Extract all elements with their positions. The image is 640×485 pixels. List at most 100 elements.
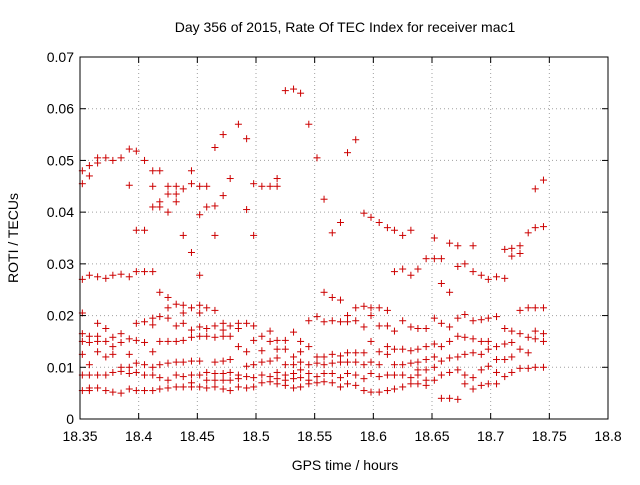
data-point xyxy=(226,356,234,364)
data-point xyxy=(305,343,313,351)
data-point xyxy=(344,349,352,357)
data-point xyxy=(383,343,391,351)
data-point xyxy=(328,369,336,377)
data-point xyxy=(109,350,117,358)
data-point xyxy=(461,350,469,358)
data-point xyxy=(313,353,321,361)
data-point xyxy=(179,309,187,317)
data-point xyxy=(352,381,360,389)
data-point xyxy=(414,380,422,388)
data-point xyxy=(477,381,485,389)
data-point xyxy=(446,394,454,402)
data-point xyxy=(461,371,469,379)
data-point xyxy=(187,180,195,188)
ticks-layer: 18.35 18.4 18.45 18.5 18.55 18.6 18.65 18.7 18.7… xyxy=(47,49,622,444)
data-point xyxy=(297,366,305,374)
data-point xyxy=(196,211,204,219)
data-point xyxy=(524,304,532,312)
data-point xyxy=(493,380,501,388)
data-point xyxy=(226,175,234,183)
data-point xyxy=(156,361,164,369)
x-tick-label: 18.5 xyxy=(242,428,269,444)
data-point xyxy=(454,262,462,270)
data-point xyxy=(484,275,492,283)
data-point xyxy=(477,316,485,324)
data-point xyxy=(132,387,140,395)
data-point xyxy=(344,358,352,366)
data-point xyxy=(109,333,117,341)
data-point xyxy=(164,304,172,312)
data-point xyxy=(437,371,445,379)
data-point xyxy=(367,304,375,312)
data-point xyxy=(281,381,289,389)
data-point xyxy=(219,131,227,139)
data-point xyxy=(234,120,242,128)
data-point xyxy=(297,383,305,391)
data-point xyxy=(508,252,516,260)
data-point xyxy=(125,363,133,371)
data-point xyxy=(141,371,149,379)
data-point xyxy=(516,242,524,250)
data-point xyxy=(187,383,195,391)
data-point xyxy=(469,268,477,276)
data-point xyxy=(454,395,462,403)
data-point xyxy=(109,368,117,376)
data-point xyxy=(149,203,157,211)
data-point xyxy=(414,325,422,332)
data-point xyxy=(375,348,383,356)
data-point xyxy=(203,376,211,384)
data-point xyxy=(360,323,368,331)
data-point xyxy=(367,369,375,377)
points-layer xyxy=(78,85,547,403)
data-point xyxy=(437,280,445,288)
data-point xyxy=(352,136,360,144)
data-point xyxy=(407,271,415,279)
data-point xyxy=(336,374,344,382)
data-point xyxy=(117,330,125,338)
data-point xyxy=(258,379,266,387)
chart-title: Day 356 of 2015, Rate Of TEC Index for r… xyxy=(175,19,516,35)
data-point xyxy=(493,368,501,376)
data-point xyxy=(149,167,157,175)
data-point xyxy=(508,368,516,376)
data-point xyxy=(297,348,305,356)
data-point xyxy=(454,314,462,322)
data-point xyxy=(219,385,227,393)
data-point xyxy=(250,180,258,188)
data-point xyxy=(493,273,501,281)
data-point xyxy=(407,374,415,382)
data-point xyxy=(399,383,407,391)
data-point xyxy=(290,384,298,392)
data-point xyxy=(367,312,375,320)
data-point xyxy=(164,190,172,198)
data-point xyxy=(328,359,336,367)
data-point xyxy=(501,325,509,332)
data-point xyxy=(493,343,501,351)
data-point xyxy=(407,347,415,355)
data-point xyxy=(219,357,227,365)
data-point xyxy=(179,319,187,327)
data-point xyxy=(516,330,524,338)
data-point xyxy=(250,322,258,330)
data-point xyxy=(454,332,462,340)
data-point xyxy=(243,206,251,214)
data-point xyxy=(141,268,149,276)
data-point xyxy=(531,304,539,312)
x-tick-label: 18.8 xyxy=(594,428,621,444)
data-point xyxy=(149,321,157,329)
data-point xyxy=(430,255,438,263)
data-point xyxy=(172,337,180,345)
data-point xyxy=(94,159,102,167)
data-point xyxy=(414,358,422,366)
data-point xyxy=(437,394,445,402)
data-point xyxy=(211,383,219,391)
data-point xyxy=(305,380,313,388)
data-point xyxy=(531,185,539,193)
data-point xyxy=(430,353,438,361)
data-point xyxy=(211,358,219,366)
data-point xyxy=(336,352,344,360)
data-point xyxy=(156,337,164,345)
data-point xyxy=(493,313,501,321)
data-point xyxy=(360,302,368,310)
data-point xyxy=(484,345,492,353)
